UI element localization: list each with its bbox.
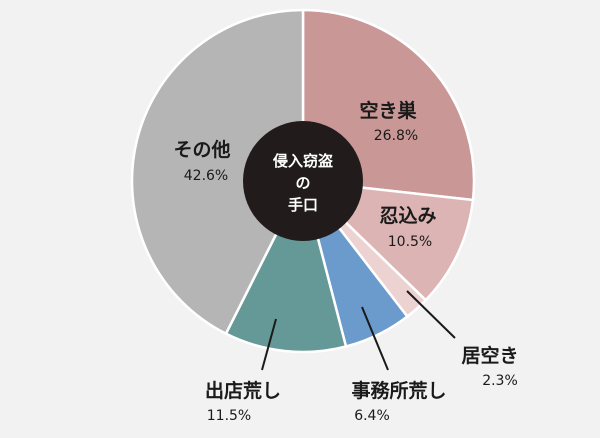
center-label-line2: の: [295, 174, 310, 192]
value-忍込み: 10.5%: [388, 234, 432, 250]
value-出店荒し: 11.5%: [207, 408, 251, 424]
label-事務所荒し: 事務所荒し: [351, 379, 446, 402]
label-その他: その他: [173, 138, 230, 161]
leader-line-出店荒し: [261, 318, 277, 371]
label-居空き: 居空き: [461, 344, 518, 367]
pie-slice-その他: [130, 8, 305, 336]
label-忍込み: 忍込み: [379, 205, 436, 227]
leader-line-事務所荒し: [361, 306, 389, 371]
value-事務所荒し: 6.4%: [354, 408, 390, 424]
label-出店荒し: 出店荒し: [205, 379, 281, 402]
value-空き巣: 26.8%: [374, 128, 418, 144]
center-label-line1: 侵入窃盗: [272, 152, 333, 170]
value-居空き: 2.3%: [482, 373, 518, 389]
pie-slice-出店荒し: [224, 177, 348, 354]
center-label-line3: 手口: [288, 196, 318, 214]
value-その他: 42.6%: [184, 168, 228, 184]
label-空き巣: 空き巣: [359, 99, 417, 122]
leader-line-居空き: [406, 290, 456, 339]
center-circle: [243, 121, 363, 241]
